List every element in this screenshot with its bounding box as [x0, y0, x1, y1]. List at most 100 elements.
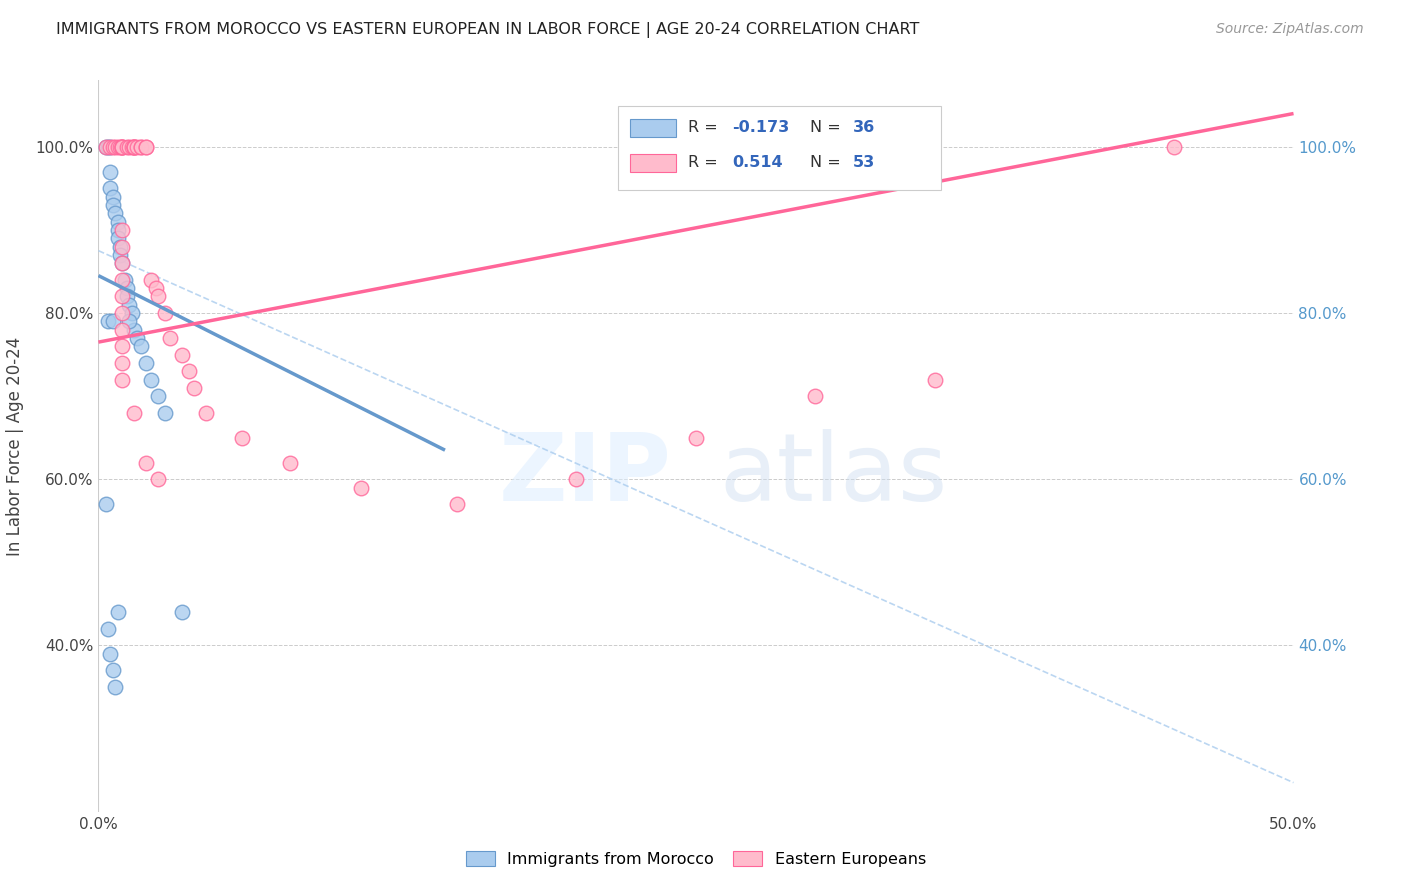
Point	[111, 273, 134, 287]
Point	[111, 140, 134, 154]
Point	[121, 306, 143, 320]
Point	[108, 239, 131, 253]
Point	[97, 314, 120, 328]
Point	[172, 348, 194, 362]
Point	[104, 140, 127, 154]
Point	[98, 647, 122, 661]
Text: R =: R =	[688, 155, 717, 170]
Point	[124, 140, 146, 154]
Point	[135, 356, 157, 370]
Text: Source: ZipAtlas.com: Source: ZipAtlas.com	[1216, 22, 1364, 37]
Text: 36: 36	[852, 120, 875, 136]
Text: N =: N =	[810, 120, 841, 136]
Point	[94, 140, 117, 154]
Point	[183, 381, 205, 395]
Point	[111, 256, 134, 270]
Point	[924, 372, 946, 386]
Point	[148, 389, 170, 403]
Point	[135, 140, 157, 154]
Point	[111, 239, 134, 253]
Point	[124, 323, 146, 337]
Point	[104, 680, 127, 694]
Point	[159, 331, 181, 345]
Point	[111, 140, 134, 154]
Point	[1163, 140, 1185, 154]
Legend: Immigrants from Morocco, Eastern Europeans: Immigrants from Morocco, Eastern Europea…	[460, 845, 932, 873]
Point	[125, 140, 148, 154]
Point	[111, 256, 134, 270]
Point	[155, 406, 177, 420]
Point	[131, 140, 153, 154]
Point	[108, 140, 131, 154]
Point	[124, 140, 146, 154]
Point	[107, 605, 129, 619]
Point	[107, 214, 129, 228]
Point	[139, 372, 162, 386]
Text: -0.173: -0.173	[733, 120, 789, 136]
Point	[94, 497, 117, 511]
Point	[131, 339, 153, 353]
Point	[124, 140, 146, 154]
Point	[446, 497, 468, 511]
Point	[94, 140, 117, 154]
Point	[98, 165, 122, 179]
Point	[108, 248, 131, 262]
Point	[101, 664, 124, 678]
Point	[98, 140, 122, 154]
Point	[115, 140, 138, 154]
Point	[231, 431, 253, 445]
Text: R =: R =	[688, 120, 717, 136]
Point	[148, 289, 170, 303]
Point	[115, 281, 138, 295]
Y-axis label: In Labor Force | Age 20-24: In Labor Force | Age 20-24	[7, 336, 24, 556]
Point	[118, 314, 141, 328]
Point	[101, 189, 124, 203]
Point	[101, 140, 124, 154]
Point	[804, 389, 827, 403]
Point	[350, 481, 373, 495]
Point	[125, 331, 148, 345]
Point	[104, 206, 127, 220]
Point	[139, 273, 162, 287]
Text: N =: N =	[810, 155, 841, 170]
Point	[107, 223, 129, 237]
Point	[111, 140, 134, 154]
Point	[114, 273, 136, 287]
Point	[111, 140, 134, 154]
Point	[155, 306, 177, 320]
Point	[111, 339, 134, 353]
Point	[124, 406, 146, 420]
Point	[148, 472, 170, 486]
Point	[685, 431, 707, 445]
Point	[135, 456, 157, 470]
Point	[111, 323, 134, 337]
Point	[101, 314, 124, 328]
Point	[121, 140, 143, 154]
Point	[111, 306, 134, 320]
Bar	[630, 119, 676, 136]
Point	[118, 140, 141, 154]
Text: atlas: atlas	[720, 429, 948, 521]
Bar	[630, 154, 676, 171]
Point	[111, 223, 134, 237]
Point	[118, 298, 141, 312]
Text: 0.514: 0.514	[733, 155, 783, 170]
Point	[194, 406, 218, 420]
Point	[111, 356, 134, 370]
Text: ZIP: ZIP	[499, 429, 672, 521]
Text: IMMIGRANTS FROM MOROCCO VS EASTERN EUROPEAN IN LABOR FORCE | AGE 20-24 CORRELATI: IMMIGRANTS FROM MOROCCO VS EASTERN EUROP…	[56, 22, 920, 38]
Point	[131, 140, 153, 154]
Point	[101, 198, 124, 212]
Point	[145, 281, 167, 295]
FancyBboxPatch shape	[619, 106, 941, 190]
Point	[98, 140, 122, 154]
Point	[98, 181, 122, 195]
Point	[124, 140, 146, 154]
Point	[135, 140, 157, 154]
Point	[115, 289, 138, 303]
Point	[107, 140, 129, 154]
Point	[565, 472, 588, 486]
Point	[172, 605, 194, 619]
Text: 53: 53	[852, 155, 875, 170]
Point	[278, 456, 301, 470]
